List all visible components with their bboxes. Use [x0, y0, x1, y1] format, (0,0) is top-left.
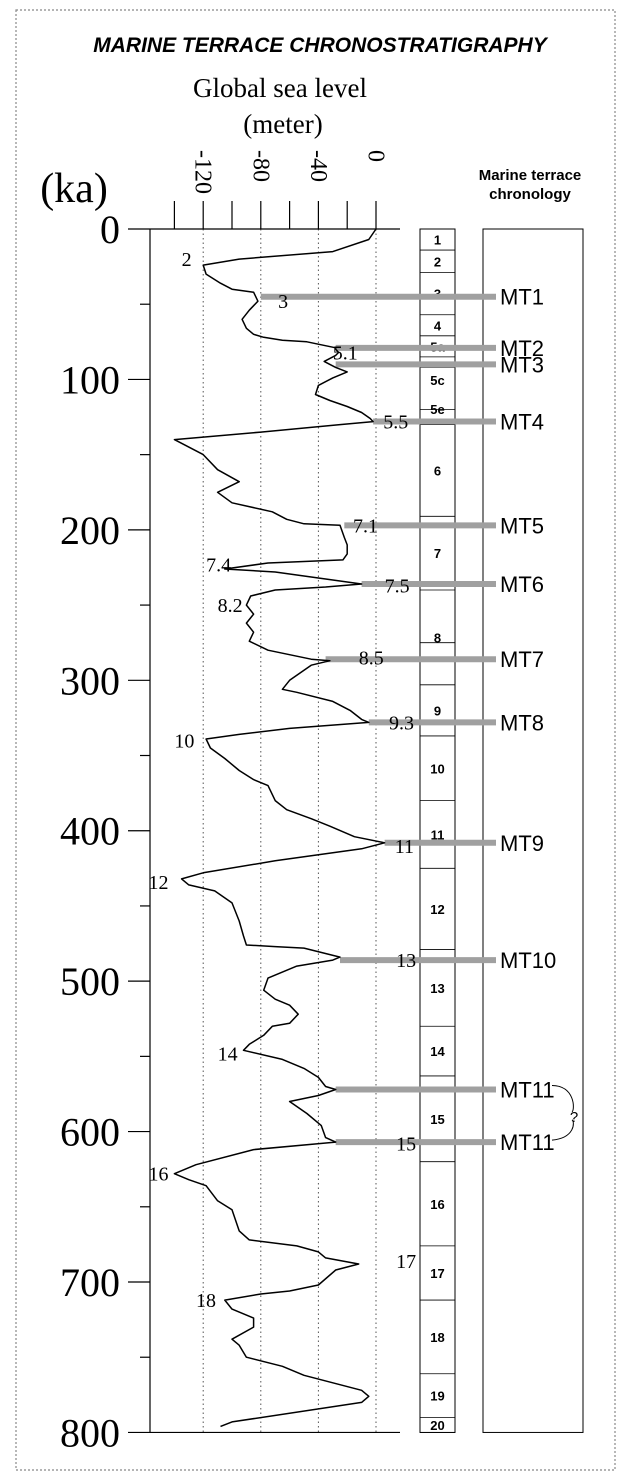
- stage-label: 10: [430, 761, 444, 776]
- curve-stage-label: 8.2: [218, 595, 243, 617]
- x-tick-label: -40: [305, 150, 331, 182]
- stage-label: 1: [434, 233, 441, 248]
- terrace-label: MT3: [500, 352, 544, 377]
- x-tick-label: -120: [190, 150, 216, 194]
- stage-label: 13: [430, 981, 444, 996]
- curve-stage-label: 8.5: [359, 648, 384, 670]
- y-tick-label: 400: [60, 809, 120, 854]
- stage-label: 12: [430, 902, 444, 917]
- terrace-label: MT11: [500, 1130, 555, 1155]
- y-tick-label: 600: [60, 1110, 120, 1155]
- y-tick-label: 700: [60, 1260, 120, 1305]
- isotope-stage-column: 12345a5c5e67891011121314151617181920: [419, 228, 456, 1433]
- right-panel-title-line2: chronology: [489, 186, 571, 203]
- stage-column-frame: [419, 228, 456, 1433]
- curve-stage-label: 7.1: [353, 515, 378, 537]
- y-tick-label: 200: [60, 508, 120, 553]
- sea-level-curve: [173, 228, 386, 1428]
- curve-stage-label: 15: [396, 1134, 416, 1156]
- terrace-label: MT4: [500, 410, 544, 435]
- curve-stage-label: 3: [278, 291, 288, 313]
- terrace-bands: [260, 293, 496, 1146]
- uncertainty-mark: ?: [570, 1109, 578, 1126]
- terrace-panel-frame: [482, 228, 584, 1433]
- x-tick-label: 0: [362, 150, 388, 162]
- curve-stage-label: 11: [395, 836, 414, 858]
- stage-label: 4: [434, 318, 442, 333]
- y-axis-label: (ka): [40, 166, 108, 212]
- curve-stage-label: 12: [148, 872, 168, 894]
- curve-stage-label: 2: [182, 249, 192, 271]
- terrace-label: MT7: [500, 647, 544, 672]
- curve-stage-label: 5.1: [333, 342, 358, 364]
- curve-stage-label: 14: [218, 1043, 238, 1065]
- curve-stage-label: 9.3: [389, 712, 414, 734]
- terrace-label: MT5: [500, 513, 544, 538]
- stage-label: 9: [434, 703, 441, 718]
- terrace-label: MT2: [500, 336, 544, 361]
- stage-label: 16: [430, 1197, 444, 1212]
- y-tick-label: 0: [100, 207, 120, 252]
- curve-stage-label: 7.4: [206, 554, 231, 576]
- chart-title: MARINE TERRACE CHRONOSTRATIGRAPHY: [93, 34, 548, 57]
- stage-label: 15: [430, 1112, 444, 1127]
- axes: -120 -80 -40 0 0 100 200 300 400 500 600 700 800: [60, 150, 400, 1455]
- stage-label: 14: [430, 1044, 445, 1059]
- x-axis-label-line2: (meter): [243, 109, 322, 139]
- figure-frame: [15, 9, 616, 1471]
- stage-label: 2: [434, 254, 441, 269]
- stage-label: 6: [434, 463, 441, 478]
- y-tick-label: 100: [60, 357, 120, 402]
- stage-label: 5c: [430, 373, 444, 388]
- stage-label: 7: [434, 546, 441, 561]
- stage-label: 20: [430, 1418, 444, 1433]
- stage-label: 19: [430, 1389, 444, 1404]
- terrace-label: MT11: [500, 1077, 555, 1102]
- y-tick-label: 500: [60, 959, 120, 1004]
- uncertainty-brace: [551, 1084, 574, 1141]
- stage-label: 18: [430, 1330, 444, 1345]
- terrace-label: MT10: [500, 948, 556, 973]
- curve-stage-label: 7.5: [385, 576, 410, 598]
- curve-stage-labels: 2 3 5.1 5.5 7.1 7.4 7.5 8.2 8.5 9.3 10 11 12 13 14 15 16…: [148, 249, 416, 1312]
- terrace-label: MT1: [500, 285, 544, 310]
- x-axis-label-line1: Global sea level: [193, 73, 367, 103]
- curve-stage-label: 13: [396, 950, 416, 972]
- y-tick-label: 300: [60, 658, 120, 703]
- sea-level-curve-layer: [173, 228, 386, 1428]
- stage-label: 17: [430, 1266, 444, 1281]
- curve-stage-label: 5.5: [383, 412, 408, 434]
- terrace-label: MT6: [500, 572, 544, 597]
- right-panel-title-line1: Marine terrace: [479, 167, 582, 184]
- terrace-label: MT8: [500, 710, 544, 735]
- terrace-label: MT9: [500, 831, 544, 856]
- grid-lines: [202, 229, 377, 1433]
- curve-stage-label: 10: [174, 730, 194, 752]
- y-tick-label: 800: [60, 1410, 120, 1455]
- curve-stage-label: 18: [196, 1290, 216, 1312]
- x-tick-label: -80: [247, 150, 273, 182]
- terrace-chronology-panel: [482, 228, 584, 1433]
- stage-label: 5e: [430, 402, 444, 417]
- stage-label: 8: [434, 630, 441, 645]
- curve-stage-label: 17: [396, 1251, 416, 1273]
- curve-stage-label: 16: [148, 1164, 168, 1186]
- stage-label: 11: [431, 827, 445, 842]
